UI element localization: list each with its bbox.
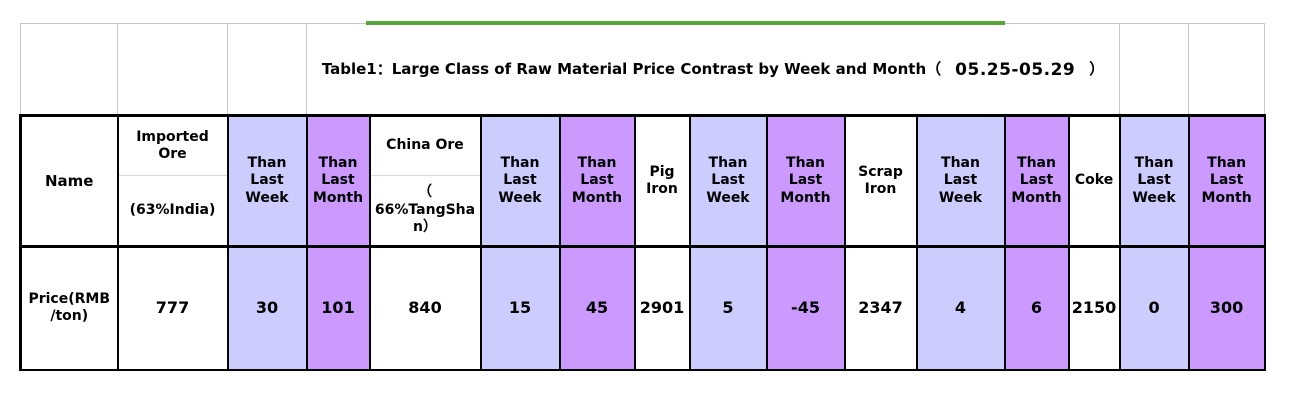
header-imported-ore[interactable]: Imported Ore: [116, 114, 229, 176]
header-row-sub: (63%India) （ 66%TangShan）: [21, 175, 1265, 247]
value-china-ore-price[interactable]: 840: [368, 245, 482, 371]
header-imported-ore-spec[interactable]: (63%India): [116, 175, 229, 247]
row-label-price[interactable]: Price(RMB /ton): [19, 245, 119, 371]
table-title-text: Table1：Large Class of Raw Material Price…: [321, 60, 942, 78]
value-pig-iron-vs-month[interactable]: -45: [765, 245, 846, 371]
empty-cell-b[interactable]: [117, 23, 228, 116]
value-coke-vs-week[interactable]: 0: [1118, 245, 1190, 371]
value-pig-iron-price[interactable]: 2901: [633, 245, 691, 371]
header-name[interactable]: Name: [19, 114, 119, 247]
value-china-ore-vs-week[interactable]: 15: [479, 245, 561, 371]
header-scrap-iron-vs-last-month[interactable]: Than Last Month: [1003, 114, 1070, 247]
header-pig-iron-vs-last-month[interactable]: Than Last Month: [765, 114, 846, 247]
value-coke-price[interactable]: 2150: [1067, 245, 1121, 371]
table-title-cell[interactable]: Table1：Large Class of Raw Material Price…: [305, 23, 1121, 116]
empty-cell-e[interactable]: [1188, 23, 1266, 116]
header-coke-vs-last-week[interactable]: Than Last Week: [1118, 114, 1190, 247]
price-row: Price(RMB /ton) 777 30 101 840 15 45 290…: [19, 245, 1266, 371]
empty-cell-c[interactable]: [227, 23, 307, 116]
header-china-ore-vs-last-week[interactable]: Than Last Week: [479, 114, 561, 247]
title-row: Table1：Large Class of Raw Material Price…: [20, 23, 1266, 116]
value-imported-ore-vs-month[interactable]: 101: [305, 245, 371, 371]
date-range-text: 05.25-05.29: [955, 60, 1076, 80]
header-scrap-iron[interactable]: Scrap Iron: [843, 114, 918, 247]
header-china-ore-spec[interactable]: （ 66%TangShan）: [368, 175, 482, 247]
empty-cell-d[interactable]: [1119, 23, 1190, 116]
header-imported-ore-vs-last-week[interactable]: Than Last Week: [226, 114, 308, 247]
value-imported-ore-vs-week[interactable]: 30: [226, 245, 308, 371]
value-scrap-iron-price[interactable]: 2347: [843, 245, 918, 371]
header-scrap-iron-vs-last-week[interactable]: Than Last Week: [915, 114, 1006, 247]
raw-material-price-table: Table1：Large Class of Raw Material Price…: [19, 23, 1266, 371]
table-title-close-paren: ）: [1089, 60, 1105, 78]
header-imported-ore-vs-last-month[interactable]: Than Last Month: [305, 114, 371, 247]
header-china-ore-vs-last-month[interactable]: Than Last Month: [558, 114, 636, 247]
value-china-ore-vs-month[interactable]: 45: [558, 245, 636, 371]
header-pig-iron-vs-last-week[interactable]: Than Last Week: [688, 114, 768, 247]
value-imported-ore-price[interactable]: 777: [116, 245, 229, 371]
value-scrap-iron-vs-week[interactable]: 4: [915, 245, 1006, 371]
value-scrap-iron-vs-month[interactable]: 6: [1003, 245, 1070, 371]
header-row-top: Name Imported Ore Than Last Week Than La…: [19, 114, 1266, 247]
value-pig-iron-vs-week[interactable]: 5: [688, 245, 768, 371]
green-accent-line: [366, 21, 1005, 25]
header-china-ore[interactable]: China Ore: [368, 114, 482, 176]
header-coke-vs-last-month[interactable]: Than Last Month: [1187, 114, 1266, 247]
header-coke[interactable]: Coke: [1067, 114, 1121, 247]
value-coke-vs-month[interactable]: 300: [1187, 245, 1266, 371]
header-pig-iron[interactable]: Pig Iron: [633, 114, 691, 247]
empty-cell-a[interactable]: [20, 23, 118, 116]
